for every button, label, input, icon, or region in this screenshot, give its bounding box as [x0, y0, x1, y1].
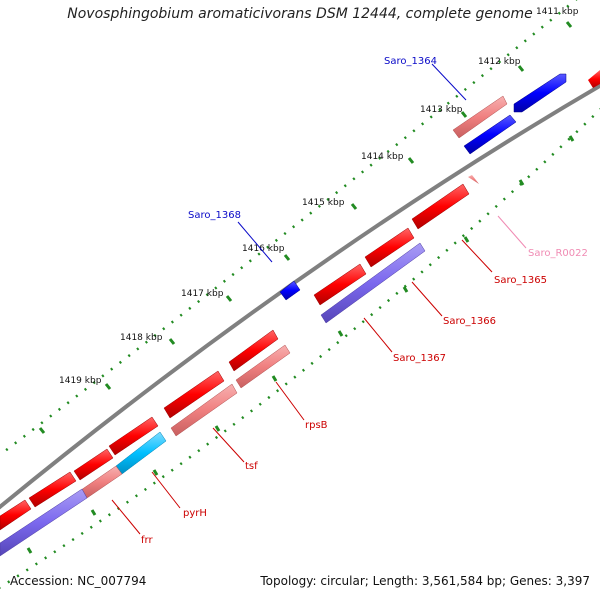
- gene-saro-1366[interactable]: [313, 263, 367, 306]
- outer-major-ticks: [38, 21, 573, 434]
- gene-saro-r0022[interactable]: [468, 175, 479, 184]
- gene-rpsb[interactable]: [235, 344, 291, 389]
- gene-red-tsf-a[interactable]: [163, 370, 225, 419]
- inner-tick-arc: [0, 107, 600, 589]
- label-saro-1368[interactable]: Saro_1368: [188, 210, 241, 221]
- tick-label: 1417 kbp: [181, 289, 224, 299]
- label-saro-1365[interactable]: Saro_1365: [494, 275, 547, 286]
- tick-label: 1412 kbp: [478, 57, 521, 67]
- tick-label: 1415 kbp: [302, 198, 345, 208]
- label-pyrh[interactable]: pyrH: [183, 508, 207, 519]
- gene-red-rpsb[interactable]: [228, 329, 279, 372]
- tick-label: 1416 kbp: [242, 244, 285, 254]
- label-rpsb[interactable]: rpsB: [305, 420, 328, 431]
- tick-label: 1419 kbp: [59, 376, 102, 386]
- tick-label: 1411 kbp: [536, 7, 579, 17]
- label-tsf[interactable]: tsf: [245, 461, 258, 472]
- gene-purple-left[interactable]: [0, 488, 88, 557]
- label-saro-1364[interactable]: Saro_1364: [384, 56, 437, 67]
- gene-red-frr-a[interactable]: [73, 448, 114, 481]
- gene-red-edge[interactable]: [588, 70, 600, 88]
- tick-label: 1418 kbp: [120, 333, 163, 343]
- gene-saro-1368[interactable]: [279, 280, 301, 301]
- genome-backbone: [0, 83, 600, 510]
- outer-strand-features: [279, 70, 600, 301]
- gene-pink-1364[interactable]: [452, 95, 508, 139]
- inner-major-ticks: [26, 135, 575, 554]
- gene-tsf[interactable]: [170, 383, 238, 437]
- gene-saro-1365[interactable]: [411, 183, 470, 230]
- leader-lines: [111, 63, 527, 535]
- tick-label: 1413 kbp: [420, 105, 463, 115]
- accession-text: Accession: NC_007794: [10, 574, 147, 588]
- gene-red-left[interactable]: [0, 499, 32, 531]
- gene-saro-1364[interactable]: [513, 73, 567, 113]
- gene-red-pyrh-a[interactable]: [108, 416, 159, 456]
- gene-red-1366a[interactable]: [364, 227, 415, 268]
- outer-tick-arc: [0, 0, 578, 457]
- label-frr[interactable]: frr: [141, 535, 153, 546]
- genome-summary-text: Topology: circular; Length: 3,561,584 bp…: [260, 574, 590, 588]
- gene-red-frr-b[interactable]: [28, 471, 77, 508]
- gene-blue-inner[interactable]: [463, 114, 517, 155]
- genome-title: Novosphingobium aromaticivorans DSM 1244…: [67, 6, 533, 22]
- label-saro-1366[interactable]: Saro_1366: [443, 316, 496, 327]
- inner-strand-features: [0, 114, 517, 557]
- label-saro-1367[interactable]: Saro_1367: [393, 353, 446, 364]
- label-saro-r0022[interactable]: Saro_R0022: [528, 248, 588, 259]
- tick-label: 1414 kbp: [361, 152, 404, 162]
- gene-saro-1367[interactable]: [320, 242, 426, 324]
